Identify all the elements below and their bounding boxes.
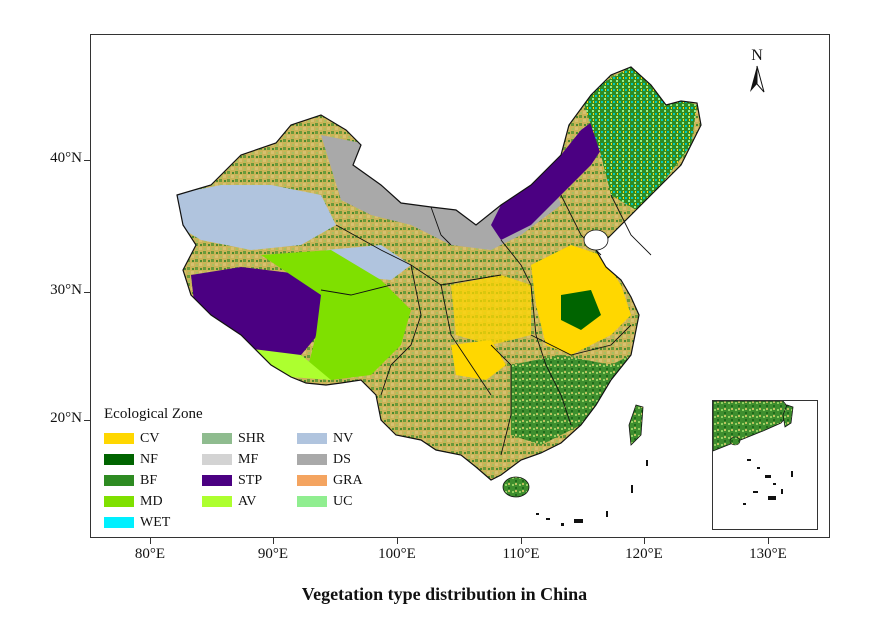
legend-swatch (297, 454, 327, 466)
legend-label: UC (333, 494, 353, 509)
legend-swatch (104, 454, 134, 466)
inset-map-svg (713, 401, 794, 505)
map-frame (90, 34, 830, 538)
legend-item-uc: UC (297, 493, 352, 511)
north-arrow-icon (750, 65, 765, 93)
legend-label: WET (140, 515, 171, 530)
legend-label: DS (333, 452, 351, 467)
north-arrow: N (742, 48, 772, 98)
legend-swatch (104, 517, 134, 529)
china-vegetation-map (176, 66, 702, 526)
legend-item-nf: NF (104, 451, 158, 469)
north-label: N (751, 47, 763, 64)
x-tick-100e: 100°E (378, 546, 416, 562)
figure-caption: Vegetation type distribution in China (301, 584, 588, 604)
y-tick-20n: 20°N (50, 410, 82, 426)
legend-label: SHR (238, 431, 266, 446)
legend-label: NV (333, 431, 354, 446)
legend-swatch (202, 433, 232, 445)
legend-swatch (104, 496, 134, 508)
x-tick-120e: 120°E (625, 546, 663, 562)
x-tick-130e: 130°E (749, 546, 787, 562)
y-tick-40n: 40°N (50, 150, 82, 166)
legend-item-nv: NV (297, 430, 353, 448)
legend-item-stp: STP (202, 472, 262, 490)
legend-item-gra: GRA (297, 472, 363, 490)
legend-label: BF (140, 473, 158, 488)
y-tick-mark (84, 160, 90, 161)
legend-label: AV (238, 494, 257, 509)
legend-swatch (104, 433, 134, 445)
y-tick-mark (84, 420, 90, 421)
legend-label: GRA (333, 473, 363, 488)
legend-swatch (202, 496, 232, 508)
legend-title: Ecological Zone (104, 406, 203, 422)
x-tick-110e: 110°E (502, 546, 540, 562)
legend-swatch (297, 475, 327, 487)
legend-label: STP (238, 473, 263, 488)
legend-item-shr: SHR (202, 430, 265, 448)
legend-swatch (202, 475, 232, 487)
legend: Ecological Zone CV NF BF MD WET SHR MF S… (104, 406, 384, 536)
legend-label: NF (140, 452, 158, 467)
y-tick-30n: 30°N (50, 282, 82, 298)
legend-swatch (297, 433, 327, 445)
legend-item-md: MD (104, 493, 163, 511)
inset-map (712, 400, 818, 530)
legend-label: CV (140, 431, 160, 446)
x-tick-mark (768, 538, 769, 544)
legend-label: MF (238, 452, 259, 467)
x-tick-mark (150, 538, 151, 544)
legend-item-cv: CV (104, 430, 159, 448)
x-tick-mark (521, 538, 522, 544)
legend-swatch (202, 454, 232, 466)
x-tick-90e: 90°E (257, 546, 289, 562)
legend-label: MD (140, 494, 163, 509)
legend-item-bf: BF (104, 472, 157, 490)
legend-swatch (104, 475, 134, 487)
x-tick-mark (273, 538, 274, 544)
legend-swatch (297, 496, 327, 508)
legend-item-mf: MF (202, 451, 258, 469)
x-tick-mark (397, 538, 398, 544)
y-tick-mark (84, 292, 90, 293)
x-tick-80e: 80°E (134, 546, 166, 562)
legend-item-wet: WET (104, 514, 170, 532)
x-tick-mark (644, 538, 645, 544)
legend-item-av: AV (202, 493, 256, 511)
legend-item-ds: DS (297, 451, 351, 469)
